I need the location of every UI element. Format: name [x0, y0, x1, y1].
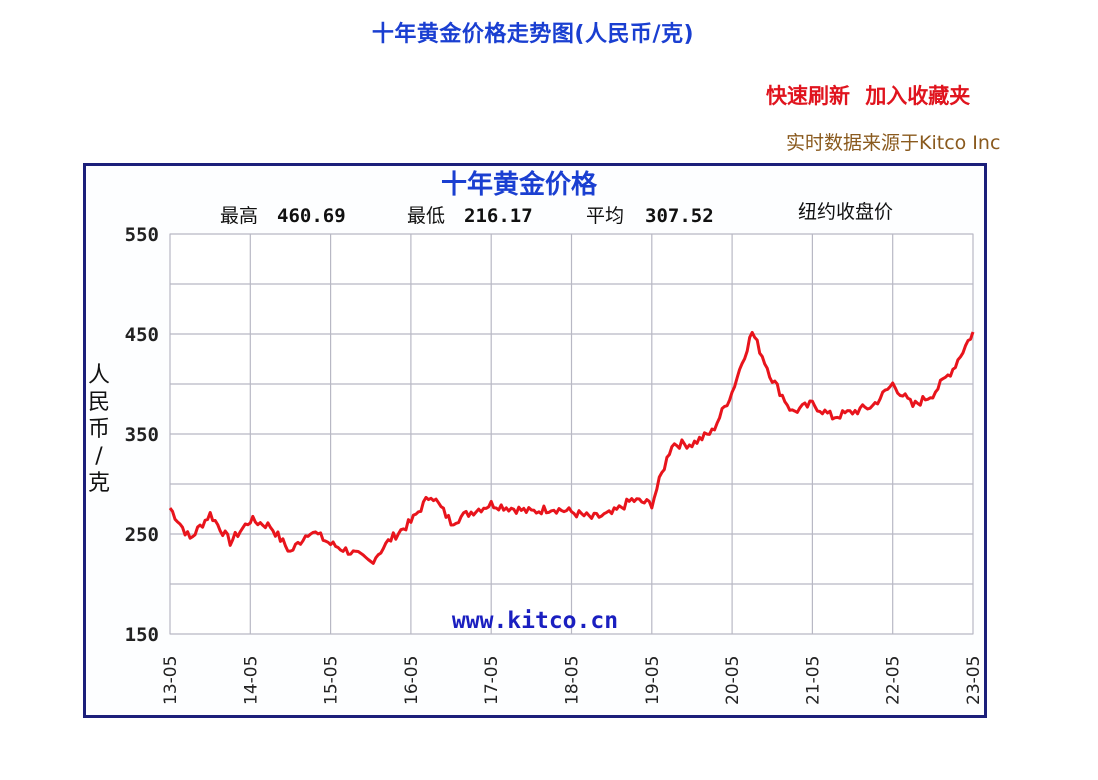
- grid-lines: [169, 233, 974, 635]
- x-axis-ticks: 13-05 14-05 15-05 16-05 17-05 18-05 19-05 20-05…: [161, 656, 984, 705]
- y-tick-label: 250: [125, 524, 159, 546]
- price-line: [168, 330, 975, 565]
- refresh-link[interactable]: 快速刷新: [766, 84, 850, 108]
- bookmark-link[interactable]: 加入收藏夹: [865, 84, 971, 108]
- y-tick-label: 350: [125, 424, 159, 446]
- x-tick-label: 20-05: [723, 656, 743, 705]
- x-tick-label: 16-05: [402, 656, 422, 705]
- y-axis-title-char: 民: [87, 390, 110, 415]
- stats-row: 最高 460.69 最低 216.17 平均 307.52 纽约收盘价: [220, 201, 893, 227]
- y-axis-title-char: 币: [87, 417, 110, 442]
- x-tick-label: 14-05: [241, 656, 261, 705]
- x-tick-label: 19-05: [643, 656, 663, 705]
- x-tick-label: 13-05: [161, 656, 181, 705]
- low-label: 最低: [407, 205, 445, 227]
- avg-value: 307.52: [645, 205, 714, 227]
- y-tick-label: 550: [125, 224, 159, 246]
- x-tick-label: 17-05: [482, 656, 502, 705]
- x-tick-label: 22-05: [884, 656, 904, 705]
- avg-label: 平均: [586, 205, 624, 227]
- y-axis-title: 人 民 币 / 克: [86, 362, 112, 497]
- y-axis-title-char: 克: [87, 471, 110, 496]
- low-value: 216.17: [464, 205, 533, 227]
- high-value: 460.69: [277, 205, 346, 227]
- data-source-note: 实时数据来源于Kitco Inc: [786, 132, 1001, 154]
- page-title: 十年黄金价格走势图(人民币/克): [371, 22, 695, 47]
- y-axis-title-char: 人: [87, 363, 110, 388]
- y-axis-ticks: 550 450 350 250 150: [125, 224, 159, 646]
- high-label: 最高: [220, 205, 258, 227]
- chart-title: 十年黄金价格: [441, 169, 598, 200]
- y-axis-title-char: /: [95, 444, 103, 469]
- watermark-url: www.kitco.cn: [452, 608, 618, 634]
- y-tick-label: 450: [125, 324, 159, 346]
- y-tick-label: 150: [125, 624, 159, 646]
- x-tick-label: 23-05: [964, 656, 984, 705]
- header-links: 快速刷新 加入收藏夹: [766, 80, 970, 110]
- x-tick-label: 18-05: [563, 656, 583, 705]
- x-tick-label: 21-05: [803, 656, 823, 705]
- x-tick-label: 15-05: [322, 656, 342, 705]
- ny-close-note: 纽约收盘价: [798, 201, 893, 223]
